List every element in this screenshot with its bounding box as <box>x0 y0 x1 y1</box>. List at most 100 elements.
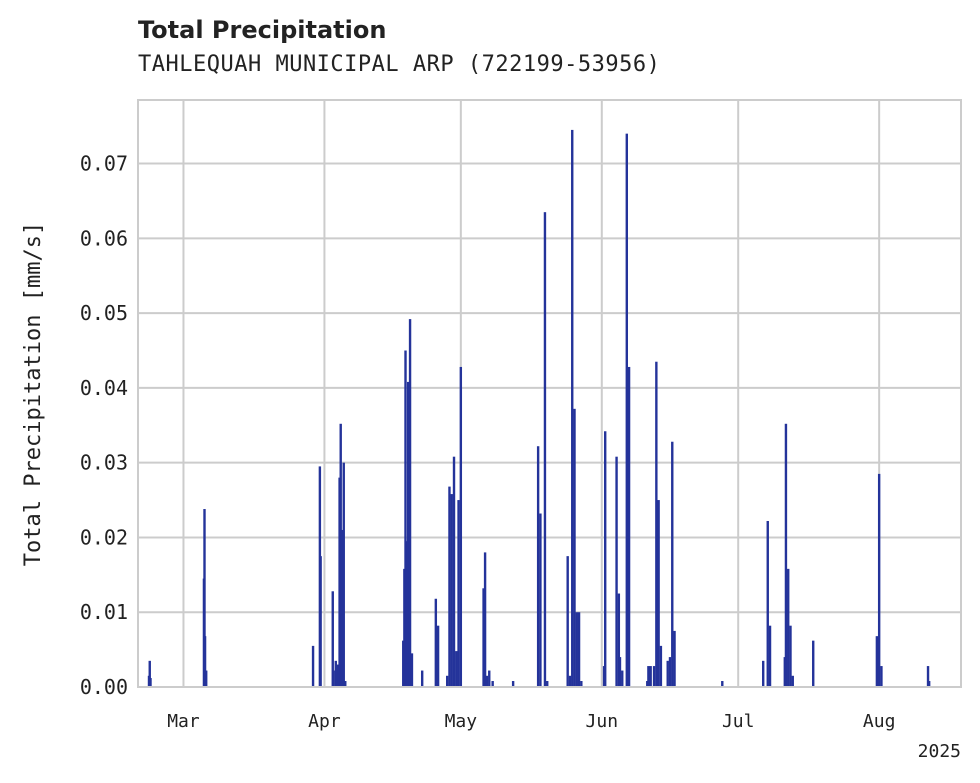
x-tick-label: Jul <box>722 711 755 732</box>
precipitation-bar <box>482 588 485 687</box>
precipitation-bar <box>546 681 549 687</box>
precipitation-bar <box>148 660 151 687</box>
precipitation-bar <box>420 670 424 687</box>
precipitation-bar <box>410 653 414 687</box>
chart-subtitle: TAHLEQUAH MUNICIPAL ARP (722199-53956) <box>138 52 661 77</box>
precipitation-bar <box>877 473 881 687</box>
precipitation-bar <box>452 456 456 687</box>
precipitation-bar <box>445 675 449 687</box>
precipitation-bar <box>336 664 340 687</box>
precipitation-bar <box>791 675 794 687</box>
precipitation-bar <box>488 670 491 687</box>
precipitation-bar <box>762 660 765 687</box>
precipitation-bar <box>657 500 660 687</box>
precipitation-bar <box>319 556 322 687</box>
precipitation-bar <box>511 681 515 687</box>
precipitation-bar <box>721 681 724 687</box>
x-tick-label: May <box>445 711 478 732</box>
precipitation-bar <box>927 681 931 687</box>
precipitation-bar <box>483 552 487 687</box>
precipitation-bar <box>436 625 440 687</box>
y-tick-label: 0.07 <box>80 152 128 176</box>
precipitation-bar <box>543 212 547 688</box>
precipitation-bar <box>340 529 344 687</box>
precipitation-bar <box>491 681 494 687</box>
y-tick-label: 0.05 <box>80 301 128 325</box>
precipitation-bar <box>621 670 624 687</box>
precipitation-bar <box>659 645 663 687</box>
precipitation-bar <box>573 408 576 687</box>
precipitation-bar <box>575 612 578 687</box>
precipitation-bar <box>580 681 583 687</box>
x-tick-label: Mar <box>167 711 200 732</box>
precipitation-bar <box>787 568 790 687</box>
precipitation-bar <box>617 593 621 687</box>
x-tick-label: Aug <box>863 711 896 732</box>
y-axis: 0.00 0.01 0.02 0.03 0.04 0.05 0.06 0.07 <box>80 152 128 699</box>
precipitation-bar <box>455 651 458 687</box>
precipitation-bar <box>625 133 628 688</box>
precipitation-bar <box>536 446 540 687</box>
precipitation-bar <box>457 500 460 687</box>
precipitation-bar <box>344 681 347 687</box>
precipitation-bar <box>342 462 345 687</box>
precipitation-bar <box>485 675 489 687</box>
precipitation-bar <box>812 640 815 687</box>
x-axis: Mar Apr May Jun Jul Aug <box>167 711 895 732</box>
y-axis-label: Total Precipitation [mm/s] <box>21 222 46 566</box>
precipitation-bar <box>205 670 208 687</box>
precipitation-bar <box>926 666 930 687</box>
precipitation-bar <box>618 657 622 687</box>
precipitation-bar <box>459 366 463 687</box>
precipitation-bar <box>766 520 769 687</box>
precipitation-bar <box>666 660 669 687</box>
precipitation-bar <box>652 666 656 687</box>
precipitation-bar <box>647 666 650 687</box>
precipitation-bar <box>149 678 152 687</box>
precipitation-bar <box>203 509 206 687</box>
precipitation-bar <box>566 556 569 687</box>
bars <box>147 129 931 688</box>
chart-title: Total Precipitation <box>138 16 387 44</box>
precipitation-bar <box>334 660 337 687</box>
precipitation-bar <box>571 129 574 687</box>
x-tick-label: Apr <box>308 711 341 732</box>
year-label: 2025 <box>918 741 961 762</box>
plot-frame <box>137 99 962 688</box>
y-tick-label: 0.02 <box>80 525 128 549</box>
precipitation-bar <box>404 350 407 687</box>
precipitation-bar <box>434 598 438 687</box>
precipitation-bar <box>408 319 412 687</box>
precipitation-bar <box>331 591 334 687</box>
precipitation-bar <box>789 625 792 687</box>
precipitation-bar <box>568 675 572 687</box>
precipitation-bar <box>668 657 672 687</box>
y-tick-label: 0.04 <box>80 376 128 400</box>
precipitation-bar <box>539 513 542 687</box>
y-tick-label: 0.00 <box>80 675 128 699</box>
precipitation-bar <box>627 366 631 687</box>
grid <box>138 100 961 687</box>
precipitation-bar <box>768 625 772 687</box>
precipitation-bar <box>332 670 335 687</box>
precipitation-bar <box>311 645 315 687</box>
y-tick-label: 0.03 <box>80 451 128 475</box>
y-tick-label: 0.06 <box>80 226 128 250</box>
precipitation-bar <box>615 456 618 687</box>
precipitation-bar <box>203 636 207 687</box>
precipitation-bar <box>448 486 451 687</box>
precipitation-bar <box>450 494 453 687</box>
precipitation-bar <box>406 381 410 687</box>
y-tick-label: 0.01 <box>80 600 128 624</box>
precipitation-bar <box>875 636 879 687</box>
precipitation-bar <box>880 666 883 687</box>
precipitation-bar <box>577 612 581 687</box>
precipitation-bar <box>604 431 607 687</box>
precipitation-bar <box>673 630 676 687</box>
precipitation-bar <box>649 666 652 687</box>
x-tick-label: Jun <box>586 711 619 732</box>
precipitation-bar <box>784 423 788 687</box>
precipitation-bar <box>671 441 674 687</box>
precipitation-bar <box>655 361 658 687</box>
